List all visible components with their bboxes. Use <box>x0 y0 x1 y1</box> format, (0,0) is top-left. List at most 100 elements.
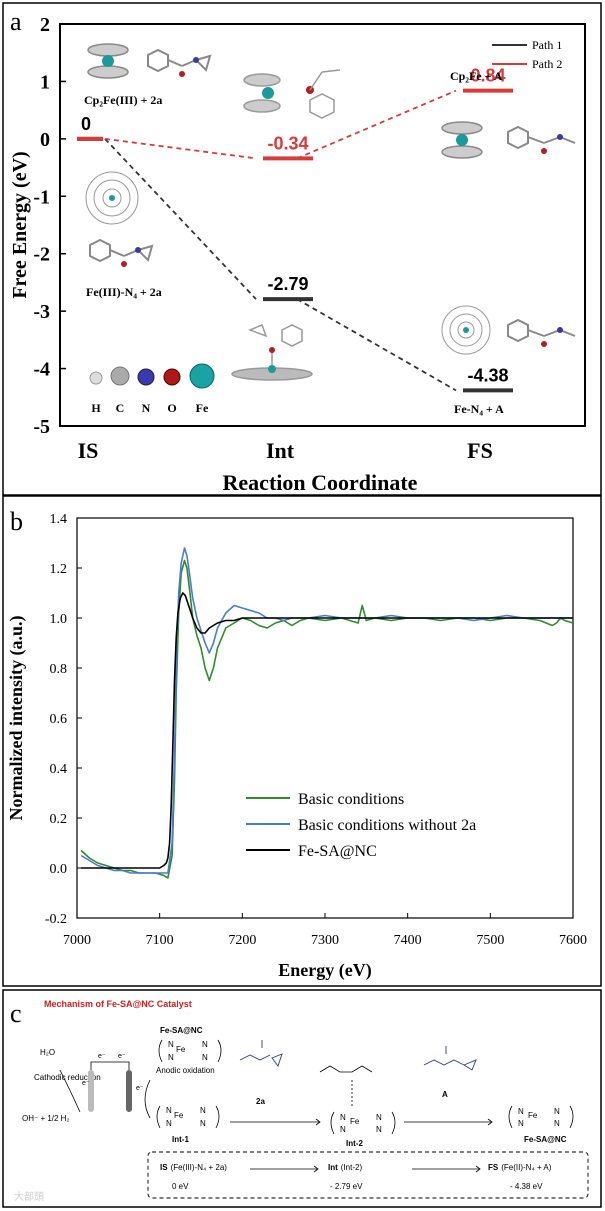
summary-int: Int (Int-2) <box>328 1163 362 1172</box>
plot-b-xlabel: Energy (eV) <box>278 960 371 981</box>
int2-label: Int-2 <box>346 1139 363 1148</box>
amide-a-structure-fs-lower <box>507 318 576 347</box>
legend-without-2a-label: Basic conditions without 2a <box>298 817 476 834</box>
plot-b-legend: Basic conditions Basic conditions withou… <box>246 791 476 860</box>
atom-n-label: N <box>142 401 151 415</box>
panel-a: a 2 1 0 -1 -2 -3 -4 -5 IS Int FS -2.79 -4.38 0 -0.34… <box>2 2 602 496</box>
svg-text:N: N <box>518 1107 524 1116</box>
water-label: H₂O <box>40 1048 55 1057</box>
plot-b-ytick-label: 0.4 <box>50 762 68 777</box>
plot-a-x-axis: IS Int FS <box>78 438 493 463</box>
atom-fe-sphere <box>189 363 215 389</box>
svg-text:Fe: Fe <box>174 1111 184 1120</box>
plot-b-ytick-label: 1.0 <box>50 612 68 627</box>
legend-basic-label: Basic conditions <box>298 791 404 808</box>
plot-a-xlabel: Reaction Coordinate <box>223 470 418 495</box>
fe2-n4-product-complex: N Fe N N N <box>508 1105 574 1129</box>
panel-a-label: a <box>10 7 22 36</box>
summary-is: IS (Fe(III)-N₄ + 2a) <box>160 1163 227 1172</box>
int-path2-structure <box>243 69 341 119</box>
anode-electrode <box>126 1070 132 1112</box>
fe-n4-graphene-structure-fs <box>441 305 491 355</box>
electron-label-3: e⁻ <box>82 1080 90 1087</box>
plot-a-energy-label: 0.84 <box>470 66 505 86</box>
anodic-arrow <box>144 1079 151 1119</box>
svg-text:N: N <box>200 1106 206 1115</box>
svg-text:N: N <box>376 1113 382 1122</box>
int-path1-structure <box>231 324 313 381</box>
summary-is-energy: 0 eV <box>172 1182 189 1191</box>
oh-h2-label: OH⁻ + 1/2 H₂ <box>22 1114 70 1123</box>
atom-h-sphere <box>89 371 103 385</box>
plot-a-energy-label: 0 <box>81 114 91 134</box>
mechanism-title: Mechanism of Fe-SA@NC Catalyst <box>44 999 192 1009</box>
plot-b-ytick-label: 0.0 <box>50 862 68 877</box>
plot-a-energy-label: -0.34 <box>267 133 308 153</box>
svg-text:Fe: Fe <box>350 1117 360 1126</box>
summary-fs: FS (Fe(II)-N₄ + A) <box>488 1163 552 1172</box>
legend-path1-label: Path 1 <box>532 38 562 52</box>
svg-text:Fe: Fe <box>176 1045 186 1054</box>
anodic-label: Anodic oxidation <box>156 1066 215 1075</box>
amide-2a-structure-is <box>147 48 212 77</box>
plot-a-ytick-label: 1 <box>40 71 50 93</box>
product-a-structure <box>423 1046 477 1071</box>
plot-a-frame <box>59 23 586 427</box>
atom-legend: H C N O Fe <box>89 363 215 415</box>
plot-a-ytick-label: -5 <box>33 416 50 438</box>
plot-a-xtick-label: Int <box>266 438 295 463</box>
plot-b-series-line <box>81 592 573 869</box>
plot-b-ytick-label: 1.4 <box>50 512 68 527</box>
ferrocenium-structure-is <box>87 43 129 79</box>
svg-text:N: N <box>168 1053 174 1062</box>
svg-text:N: N <box>340 1113 346 1122</box>
cell-wire <box>90 1061 130 1070</box>
fe3-n4-complex-top: N Fe N N N <box>158 1039 222 1063</box>
plot-a-ytick-label: 2 <box>40 14 50 36</box>
int2-complex: N Fe N N N <box>319 1065 396 1135</box>
atom-o-sphere <box>163 368 181 386</box>
atom-c-label: C <box>116 401 125 415</box>
plot-b-xtick-label: 7300 <box>311 933 339 948</box>
plot-b-xtick-label: 7000 <box>63 933 91 948</box>
plot-b-ytick-label: 1.2 <box>50 562 68 577</box>
svg-text:N: N <box>554 1119 560 1128</box>
svg-text:N: N <box>168 1040 174 1049</box>
fe-n4-graphene-structure-is <box>85 171 139 225</box>
plot-b-x-axis: 7000 7100 7200 7300 7400 7500 7600 <box>63 913 587 948</box>
svg-text:N: N <box>340 1125 346 1134</box>
int1-complex: N Fe N N N <box>156 1105 220 1129</box>
summary-int-energy: - 2.79 eV <box>330 1182 363 1191</box>
amide-2a-structure-is-lower <box>89 238 154 267</box>
panel-b-label: b <box>10 507 23 536</box>
label-cp2fe-2a: Cp₂Fe(III) + 2a <box>84 93 162 107</box>
svg-text:N: N <box>166 1119 172 1128</box>
reagent-2a-structure <box>239 1040 283 1067</box>
product-catalyst-label: Fe-SA@NC <box>524 1135 567 1144</box>
plot-a-energy-label: -4.38 <box>467 365 508 385</box>
panel-c: c Mechanism of Fe-SA@NC Catalyst Fe-SA@N… <box>2 989 602 1208</box>
plot-a-connector <box>296 298 457 392</box>
reagent-a-label: A <box>442 1090 448 1099</box>
plot-a-legend: Path 1 Path 2 <box>492 38 562 71</box>
plot-a-connector <box>104 138 257 300</box>
energy-summary-box <box>147 1151 589 1199</box>
legend-fe-sa-label: Fe-SA@NC <box>298 843 377 860</box>
cathodic-label: Cathodic reduction <box>34 1073 101 1082</box>
watermark: 大部頭 <box>14 1190 44 1203</box>
cathodic-arrow <box>59 1069 81 1113</box>
plot-a-ytick-label: 0 <box>40 129 50 151</box>
svg-text:N: N <box>554 1107 560 1116</box>
atom-fe-label: Fe <box>196 401 209 415</box>
svg-text:Fe: Fe <box>528 1111 538 1120</box>
plot-a-ylabel: Free Energy (eV) <box>9 151 31 298</box>
plot-a-ytick-label: -3 <box>33 301 50 323</box>
plot-b-ytick-label: -0.2 <box>45 912 67 927</box>
int1-label: Int-1 <box>172 1135 189 1144</box>
electron-label-2: e⁻ <box>118 1053 126 1060</box>
legend-path2-label: Path 2 <box>532 57 562 71</box>
plot-a-ytick-label: -1 <box>33 186 50 208</box>
catalyst-label-top: Fe-SA@NC <box>160 1026 203 1035</box>
atom-c-sphere <box>110 366 130 386</box>
panel-c-label: c <box>10 999 22 1028</box>
